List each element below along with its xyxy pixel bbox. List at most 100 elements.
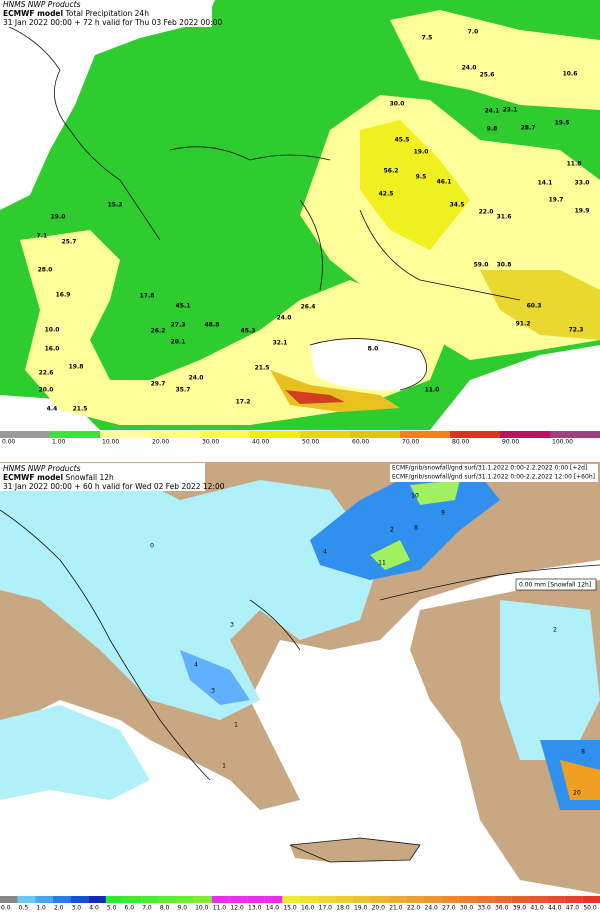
colorbar-swatch bbox=[511, 896, 530, 903]
colorbar-label: 12.0 bbox=[230, 905, 244, 912]
map-value: 30.0 bbox=[390, 101, 405, 108]
colorbar-label: 0.5 bbox=[19, 905, 29, 912]
title: ECMWF model Snowfall 12h bbox=[3, 473, 114, 482]
colorbar-swatch bbox=[176, 896, 195, 903]
map-value: 9.8 bbox=[487, 126, 498, 133]
map-value: 28.7 bbox=[521, 125, 536, 132]
colorbar-label: 13.0 bbox=[248, 905, 262, 912]
colorbar-swatch bbox=[100, 431, 150, 438]
map-value: 26.2 bbox=[151, 328, 166, 335]
readout-box bbox=[515, 578, 597, 591]
coastline bbox=[4, 24, 521, 391]
colorbar-label: 33.0 bbox=[477, 905, 491, 912]
map-value: 10 bbox=[411, 493, 419, 500]
colorbar-swatch bbox=[141, 896, 159, 903]
map-value: 1 bbox=[222, 763, 226, 770]
map-value: 26.4 bbox=[301, 304, 316, 311]
map-value: 11.8 bbox=[567, 161, 582, 168]
colorbar-label: 50.0 bbox=[583, 905, 597, 912]
light-yellow-area bbox=[390, 10, 600, 110]
map-value: 72.3 bbox=[569, 327, 584, 334]
map-value: 29.7 bbox=[151, 381, 166, 388]
colorbar-label: 6.0 bbox=[125, 905, 135, 912]
land bbox=[290, 838, 420, 862]
map-value: 16.9 bbox=[56, 292, 71, 299]
colorbar: 0.0 0.5 1.0 2.0 3.0 4.0 5.0 6.0 7.0 8.0 9.0 10.0 11.… bbox=[0, 894, 600, 914]
light-snow bbox=[0, 470, 380, 720]
map-value: 14.1 bbox=[538, 180, 553, 187]
map-value: 24.0 bbox=[277, 315, 292, 322]
info-line: ECMF/grib/snowfall/gnd surf/31.1.2022 0:… bbox=[392, 474, 595, 481]
colorbar-label: 15.0 bbox=[283, 905, 297, 912]
map-value: 15.3 bbox=[108, 202, 123, 209]
run-info: 31 Jan 2022 00:00 + 60 h valid for Wed 0… bbox=[3, 482, 225, 491]
colorbar-label: 10.00 bbox=[102, 439, 119, 446]
colorbar-swatch bbox=[158, 896, 177, 903]
header-box bbox=[0, 463, 205, 491]
coastline bbox=[0, 509, 600, 863]
map-value: 24.0 bbox=[189, 375, 204, 382]
map-value: 7.5 bbox=[422, 35, 433, 42]
colorbar-swatch bbox=[564, 896, 583, 903]
colorbar-label: 1.0 bbox=[36, 905, 46, 912]
colorbar-swatch bbox=[300, 896, 318, 903]
colorbar-label: 80.00 bbox=[452, 439, 469, 446]
info-line: ECMF/grib/snowfall/gnd surf/31.1.2022 0:… bbox=[392, 465, 587, 472]
map-value: 91.2 bbox=[516, 321, 531, 328]
producer: HNMS NWP Products bbox=[3, 0, 81, 9]
colorbar-swatch bbox=[405, 896, 424, 903]
colorbar-label: 27.0 bbox=[442, 905, 456, 912]
colorbar-swatch bbox=[35, 896, 53, 903]
snow-orange bbox=[560, 760, 600, 800]
map-value: 19.7 bbox=[549, 197, 564, 204]
colorbar-swatch bbox=[211, 896, 230, 903]
colorbar-swatch bbox=[0, 431, 50, 438]
colorbar-label: 2.0 bbox=[54, 905, 64, 912]
map-value: 4 bbox=[194, 662, 198, 669]
map-value: 34.5 bbox=[450, 202, 465, 209]
colorbar-swatch bbox=[317, 896, 336, 903]
map-value: 3 bbox=[230, 622, 234, 629]
colorbar-label: 1.00 bbox=[52, 439, 66, 446]
snow-green bbox=[410, 480, 460, 505]
field: Total Precipitation 24h bbox=[64, 9, 149, 18]
colorbar-swatch bbox=[300, 431, 350, 438]
map-value: 31.6 bbox=[497, 214, 512, 221]
colorbar-swatch bbox=[150, 431, 200, 438]
map-value: 24.0 bbox=[462, 65, 477, 72]
colorbar-label: 30.00 bbox=[202, 439, 219, 446]
colorbar-swatch bbox=[105, 896, 124, 903]
map-value: 2 bbox=[553, 627, 557, 634]
colorbar-label: 14.0 bbox=[266, 905, 280, 912]
colorbar-label: 39.0 bbox=[513, 905, 527, 912]
colorbar-swatch bbox=[582, 896, 600, 903]
snow-blue bbox=[180, 650, 250, 705]
map-value: 7.0 bbox=[468, 29, 479, 36]
colorbar-label: 50.00 bbox=[302, 439, 319, 446]
colorbar-swatch bbox=[70, 896, 89, 903]
map-value: 4 bbox=[323, 549, 327, 556]
colorbar-label: 7.0 bbox=[142, 905, 152, 912]
colorbar-swatch bbox=[400, 431, 450, 438]
map-value: 20 bbox=[573, 790, 581, 797]
colorbar-swatch bbox=[282, 896, 300, 903]
map-value: 21.5 bbox=[73, 406, 88, 413]
colorbar-swatch bbox=[441, 896, 459, 903]
map-value: 45.5 bbox=[395, 137, 410, 144]
map-value: 17.8 bbox=[140, 293, 155, 300]
map-value: 4.4 bbox=[47, 406, 58, 413]
map-value: 46.1 bbox=[437, 179, 452, 186]
colorbar-label: 36.0 bbox=[495, 905, 509, 912]
map-value: 30.8 bbox=[497, 262, 512, 269]
info-box bbox=[390, 464, 598, 482]
colorbar-swatch bbox=[550, 431, 600, 438]
map-value: 56.2 bbox=[384, 168, 399, 175]
colorbar-label: 22.0 bbox=[407, 905, 421, 912]
colorbar-swatch bbox=[423, 896, 442, 903]
map-value: 8 bbox=[414, 525, 418, 532]
colorbar-swatch bbox=[264, 896, 283, 903]
colorbar-label: 4.0 bbox=[89, 905, 99, 912]
colorbar-swatch bbox=[476, 896, 495, 903]
yellow-area bbox=[480, 270, 600, 340]
colorbar-label: 8.0 bbox=[160, 905, 170, 912]
